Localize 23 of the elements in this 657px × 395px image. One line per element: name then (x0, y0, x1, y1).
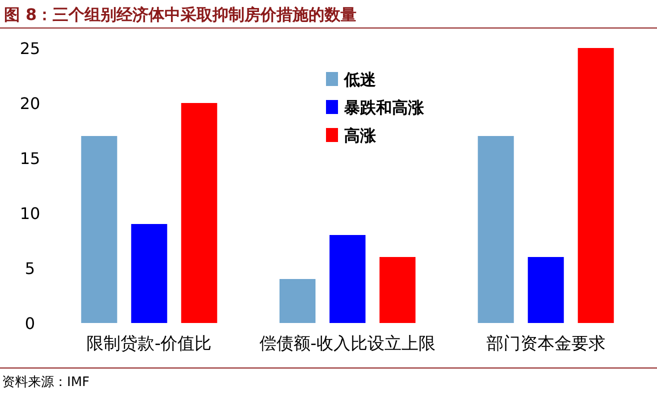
bar (181, 103, 218, 323)
x-tick-label: 限制贷款-价值比 (86, 334, 212, 354)
y-tick-label: 25 (20, 39, 40, 58)
legend-label: 高涨 (344, 126, 377, 145)
x-tick-label: 偿债额-收入比设立上限 (259, 334, 436, 354)
y-tick-label: 0 (24, 314, 36, 333)
bar (81, 136, 118, 323)
text: 资料来源：IMF (2, 375, 90, 390)
bar (478, 136, 514, 323)
bar (280, 279, 316, 323)
y-tick-label: 5 (24, 259, 36, 278)
legend-label: 低迷 (343, 70, 376, 89)
bar (578, 48, 614, 323)
y-tick-label: 10 (20, 204, 40, 223)
legend-label: 暴跌和高涨 (343, 98, 425, 117)
bar (330, 235, 366, 323)
x-tick-label: 部门资本金要求 (486, 334, 606, 354)
y-tick-label: 20 (20, 94, 40, 113)
y-tick-label: 15 (20, 149, 40, 168)
bar (131, 224, 168, 323)
bar (380, 257, 416, 323)
bar (528, 257, 564, 323)
chart-title: 图 8：三个组别经济体中采取抑制房价措施的数量 (4, 5, 357, 24)
